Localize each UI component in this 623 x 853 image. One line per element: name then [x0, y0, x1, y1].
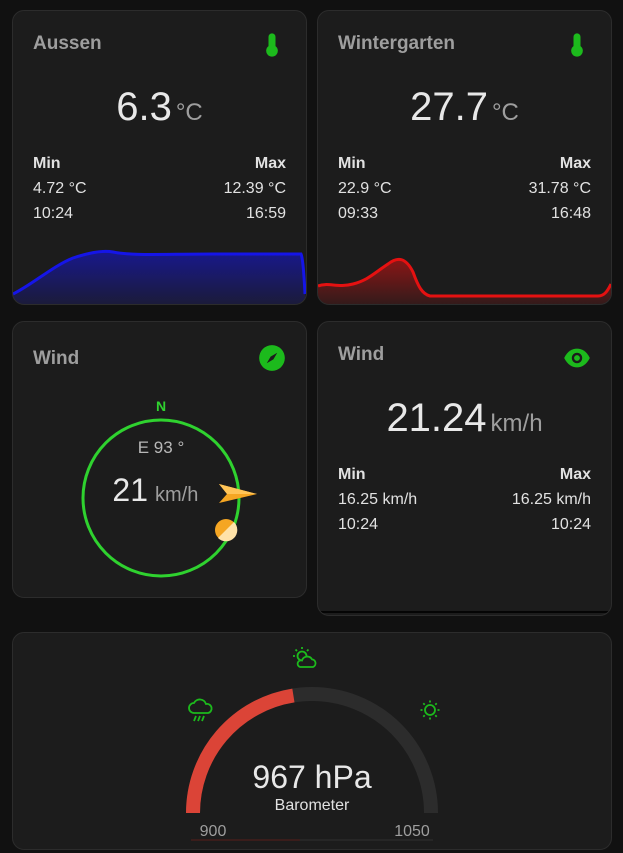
min-time: 10:24 — [338, 516, 379, 533]
card-title: Wind — [338, 344, 385, 365]
card-wintergarten[interactable]: Wintergarten 27.7 °C Min Max 22.9 °C 31.7… — [317, 10, 612, 305]
card-barometer[interactable]: 967 hPa Barometer 900 1050 — [12, 632, 612, 850]
wind-speed-unit: km/h — [155, 484, 198, 506]
card-title: Wind — [33, 348, 80, 369]
gauge-max-label: 1050 — [394, 823, 430, 840]
min-label: Min — [33, 155, 61, 172]
wind-speed-unit: km/h — [490, 410, 543, 437]
max-value: 31.78 °C — [528, 180, 591, 197]
temperature-unit: °C — [491, 99, 519, 126]
wind-speed-value: 21 — [112, 472, 148, 508]
temperature-unit: °C — [175, 99, 203, 126]
rain-cloud-icon — [188, 698, 213, 722]
wind-direction: E 93 ° — [138, 438, 185, 457]
card-wind-stats[interactable]: Wind 21.24 km/h Min Max 16.25 km/h 16.25 … — [317, 321, 612, 616]
barometer-gauge: 967 hPa Barometer 900 1050 — [186, 647, 440, 841]
max-label: Max — [254, 155, 286, 172]
card-title: Aussen — [33, 33, 102, 54]
min-label: Min — [338, 466, 366, 483]
wind-history-graph — [318, 611, 611, 613]
max-value: 16.25 km/h — [511, 491, 591, 508]
max-time: 10:24 — [550, 516, 591, 533]
max-label: Max — [559, 155, 591, 172]
wind-speed: 21.24 km/h — [318, 396, 611, 441]
min-value: 4.72 °C — [33, 180, 87, 197]
card-title: Wintergarten — [338, 33, 456, 54]
card-wind-compass[interactable]: Wind N E 93 ° 21 km/h — [12, 321, 307, 598]
min-value: 22.9 °C — [338, 180, 392, 197]
current-temperature: 6.3 °C — [13, 85, 306, 130]
max-time: 16:59 — [245, 205, 286, 222]
sun-icon — [420, 700, 440, 720]
compass-icon — [259, 345, 285, 371]
cloudy-sun-icon — [293, 647, 317, 668]
min-time: 10:24 — [33, 205, 74, 222]
max-label: Max — [559, 466, 591, 483]
thermometer-icon — [266, 33, 278, 57]
temperature-history-graph — [318, 257, 611, 304]
card-aussen[interactable]: Aussen 6.3 °C Min Max 4.72 °C 12.39 °C 10… — [12, 10, 307, 305]
current-temperature: 27.7 °C — [318, 85, 611, 130]
max-time: 16:48 — [550, 205, 591, 222]
gauge-min-label: 900 — [200, 823, 227, 840]
eye-icon — [564, 348, 590, 368]
thermometer-icon — [571, 33, 583, 57]
north-label: N — [156, 398, 166, 414]
max-value: 12.39 °C — [223, 180, 286, 197]
temperature-value: 27.7 — [410, 85, 488, 129]
wind-speed-value: 21.24 — [386, 396, 487, 440]
gauge-fill — [186, 688, 295, 814]
min-label: Min — [338, 155, 366, 172]
min-time: 09:33 — [338, 205, 379, 222]
temperature-history-graph — [13, 249, 306, 304]
wind-compass: N E 93 ° 21 km/h — [81, 398, 257, 578]
min-value: 16.25 km/h — [338, 491, 418, 508]
barometer-label: Barometer — [275, 797, 350, 814]
gauge-track — [186, 687, 438, 814]
temperature-value: 6.3 — [116, 85, 172, 129]
barometer-value: 967 hPa — [252, 759, 371, 795]
